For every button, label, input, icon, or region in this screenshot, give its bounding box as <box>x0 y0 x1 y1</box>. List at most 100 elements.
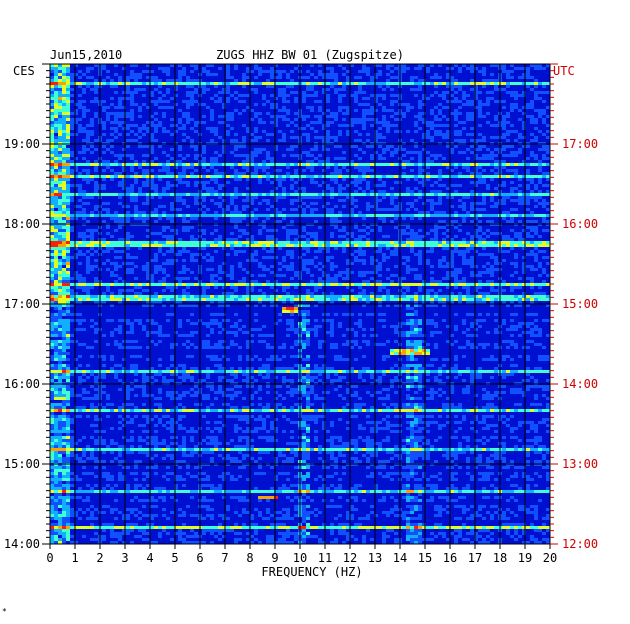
heatmap-cell <box>534 127 538 130</box>
heatmap-cell <box>182 175 186 178</box>
heatmap-cell <box>50 298 54 301</box>
heatmap-cell <box>66 112 70 115</box>
heatmap-cell <box>78 253 82 256</box>
heatmap-cell <box>482 79 486 82</box>
heatmap-cell <box>278 247 282 250</box>
heatmap-cell <box>362 244 366 247</box>
heatmap-cell <box>482 208 486 211</box>
heatmap-cell <box>406 265 410 268</box>
heatmap-cell <box>70 121 74 124</box>
heatmap-cell <box>82 190 86 193</box>
heatmap-cell <box>354 238 358 241</box>
heatmap-cell <box>358 283 362 286</box>
heatmap-cell <box>494 154 498 157</box>
heatmap-cell <box>394 112 398 115</box>
heatmap-cell <box>62 64 66 67</box>
heatmap-cell <box>222 328 226 331</box>
heatmap-cell <box>66 115 70 118</box>
heatmap-cell <box>462 322 466 325</box>
heatmap-cell <box>290 214 294 217</box>
heatmap-cell <box>286 163 290 166</box>
heatmap-cell <box>522 241 526 244</box>
heatmap-cell <box>206 106 210 109</box>
heatmap-cell <box>394 325 398 328</box>
heatmap-cell <box>310 283 314 286</box>
heatmap-cell <box>434 193 438 196</box>
heatmap-cell <box>178 154 182 157</box>
heatmap-cell <box>270 163 274 166</box>
heatmap-cell <box>462 205 466 208</box>
heatmap-cell <box>430 205 434 208</box>
heatmap-cell <box>546 262 550 265</box>
heatmap-cell <box>294 118 298 121</box>
heatmap-cell <box>50 70 54 73</box>
heatmap-cell <box>378 157 382 160</box>
heatmap-cell <box>166 154 170 157</box>
heatmap-cell <box>174 79 178 82</box>
heatmap-cell <box>474 289 478 292</box>
heatmap-cell <box>106 82 110 85</box>
heatmap-cell <box>494 187 498 190</box>
heatmap-cell <box>346 184 350 187</box>
heatmap-cell <box>270 85 274 88</box>
heatmap-cell <box>150 91 154 94</box>
heatmap-cell <box>342 247 346 250</box>
heatmap-cell <box>54 91 58 94</box>
heatmap-cell <box>62 181 66 184</box>
heatmap-cell <box>262 130 266 133</box>
heatmap-cell <box>526 172 530 175</box>
heatmap-cell <box>218 322 222 325</box>
heatmap-cell <box>350 121 354 124</box>
heatmap-cell <box>334 178 338 181</box>
heatmap-cell <box>490 151 494 154</box>
heatmap-cell <box>266 217 270 220</box>
heatmap-cell <box>262 94 266 97</box>
heatmap-cell <box>78 85 82 88</box>
heatmap-cell <box>250 70 254 73</box>
heatmap-cell <box>182 283 186 286</box>
heatmap-cell <box>74 163 78 166</box>
heatmap-cell <box>454 175 458 178</box>
heatmap-cell <box>162 277 166 280</box>
heatmap-cell <box>350 82 354 85</box>
heatmap-cell <box>226 133 230 136</box>
heatmap-cell <box>54 229 58 232</box>
heatmap-cell <box>290 301 294 304</box>
heatmap-cell <box>418 175 422 178</box>
heatmap-cell <box>90 100 94 103</box>
heatmap-cell <box>126 145 130 148</box>
heatmap-cell <box>246 286 250 289</box>
heatmap-cell <box>166 259 170 262</box>
heatmap-cell <box>70 217 74 220</box>
heatmap-cell <box>54 136 58 139</box>
heatmap-cell <box>226 193 230 196</box>
heatmap-cell <box>378 229 382 232</box>
heatmap-cell <box>254 217 258 220</box>
heatmap-cell <box>318 244 322 247</box>
heatmap-cell <box>222 295 226 298</box>
heatmap-cell <box>234 241 238 244</box>
heatmap-cell <box>358 193 362 196</box>
heatmap-cell <box>206 253 210 256</box>
heatmap-cell <box>294 310 298 313</box>
heatmap-cell <box>54 151 58 154</box>
heatmap-cell <box>150 301 154 304</box>
heatmap-cell <box>538 148 542 151</box>
heatmap-cell <box>302 265 306 268</box>
heatmap-cell <box>322 91 326 94</box>
heatmap-cell <box>118 106 122 109</box>
heatmap-cell <box>326 76 330 79</box>
heatmap-cell <box>158 79 162 82</box>
heatmap-cell <box>122 106 126 109</box>
heatmap-cell <box>478 70 482 73</box>
heatmap-cell <box>190 70 194 73</box>
heatmap-cell <box>62 313 66 316</box>
heatmap-cell <box>378 184 382 187</box>
heatmap-cell <box>354 322 358 325</box>
heatmap-cell <box>278 73 282 76</box>
heatmap-cell <box>102 124 106 127</box>
heatmap-cell <box>358 118 362 121</box>
heatmap-cell <box>146 70 150 73</box>
heatmap-cell <box>70 154 74 157</box>
heatmap-cell <box>66 166 70 169</box>
